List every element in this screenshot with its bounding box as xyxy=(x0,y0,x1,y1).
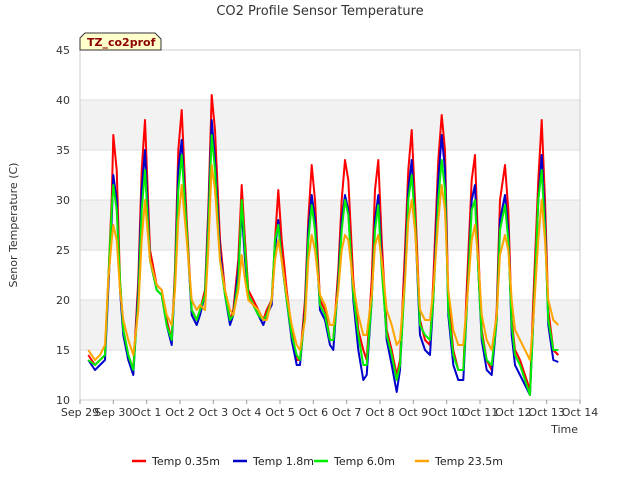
legend-label: Temp 6.0m xyxy=(333,455,395,468)
legend: Temp 0.35m Temp 1.8m Temp 6.0m Temp 23.5m xyxy=(132,455,503,468)
legend-label: Temp 23.5m xyxy=(434,455,503,468)
y-tick-label: 35 xyxy=(56,144,70,157)
x-tick-label: Oct 12 xyxy=(495,406,532,419)
y-tick-label: 15 xyxy=(56,344,70,357)
x-tick-label: Oct 7 xyxy=(332,406,362,419)
x-axis-label: Time xyxy=(550,423,578,436)
y-tick-label: 20 xyxy=(56,294,70,307)
legend-item: Temp 0.35m xyxy=(132,455,220,468)
station-badge: TZ_co2prof xyxy=(79,32,162,51)
y-axis-label: Senor Temperature (C) xyxy=(7,163,20,288)
x-tick-label: Sep 30 xyxy=(94,406,132,419)
x-tick-label: Oct 9 xyxy=(399,406,429,419)
y-tick-label: 30 xyxy=(56,194,70,207)
series-line-3 xyxy=(87,164,560,361)
y-tick-label: 45 xyxy=(56,44,70,57)
x-tick-label: Oct 14 xyxy=(562,406,599,419)
chart-title: CO2 Profile Sensor Temperature xyxy=(216,4,423,19)
series-layer xyxy=(87,94,560,396)
grid-band xyxy=(80,200,580,250)
x-tick-label: Sep 29 xyxy=(61,406,99,419)
legend-label: Temp 0.35m xyxy=(151,455,220,468)
x-tick-label: Oct 6 xyxy=(299,406,329,419)
x-tick-label: Oct 8 xyxy=(365,406,395,419)
plot-frame xyxy=(79,49,581,401)
y-tick-label: 40 xyxy=(56,94,70,107)
x-tick-label: Oct 3 xyxy=(199,406,229,419)
x-tick-label: Oct 1 xyxy=(132,406,162,419)
x-tick-label: Oct 5 xyxy=(265,406,295,419)
x-tick-label: Oct 4 xyxy=(232,406,262,419)
legend-item: Temp 23.5m xyxy=(415,455,503,468)
y-tick-label: 10 xyxy=(56,394,70,407)
x-tick-label: Oct 11 xyxy=(462,406,499,419)
gridlines xyxy=(80,49,580,401)
x-tick-label: Oct 2 xyxy=(165,406,195,419)
legend-item: Temp 1.8m xyxy=(233,455,314,468)
x-tick-label: Oct 10 xyxy=(428,406,465,419)
legend-label: Temp 1.8m xyxy=(252,455,314,468)
axes xyxy=(79,49,581,401)
x-tick-label: Oct 13 xyxy=(528,406,565,419)
y-tick-label: 25 xyxy=(56,244,70,257)
legend-item: Temp 6.0m xyxy=(314,455,395,468)
y-tick-labels: 10 15 20 25 30 35 40 45 xyxy=(56,44,70,407)
grid-band xyxy=(80,100,580,150)
station-badge-label: TZ_co2prof xyxy=(87,36,156,49)
